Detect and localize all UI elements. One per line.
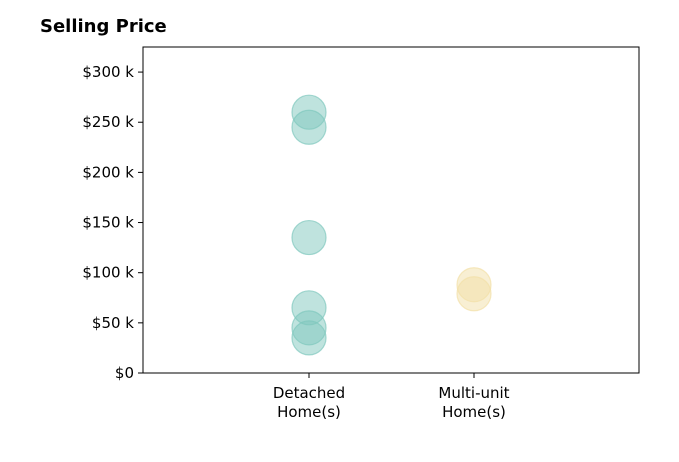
chart-title: Selling Price bbox=[40, 16, 167, 37]
y-tick-label: $100 k bbox=[82, 264, 134, 282]
y-tick-label: $200 k bbox=[82, 163, 134, 181]
plot-frame bbox=[142, 46, 640, 374]
data-point bbox=[456, 276, 492, 312]
y-tick-label: $250 k bbox=[82, 113, 134, 131]
x-tick-label: Detached Home(s) bbox=[273, 384, 345, 421]
y-tick-label: $50 k bbox=[92, 314, 134, 332]
x-tick-label: Multi-unit Home(s) bbox=[438, 384, 509, 421]
y-tick-label: $0 bbox=[115, 364, 134, 382]
y-tick-label: $150 k bbox=[82, 214, 134, 232]
data-point bbox=[291, 219, 327, 256]
data-point bbox=[291, 109, 327, 145]
y-tick-label: $300 k bbox=[82, 63, 134, 81]
data-point bbox=[291, 320, 327, 356]
